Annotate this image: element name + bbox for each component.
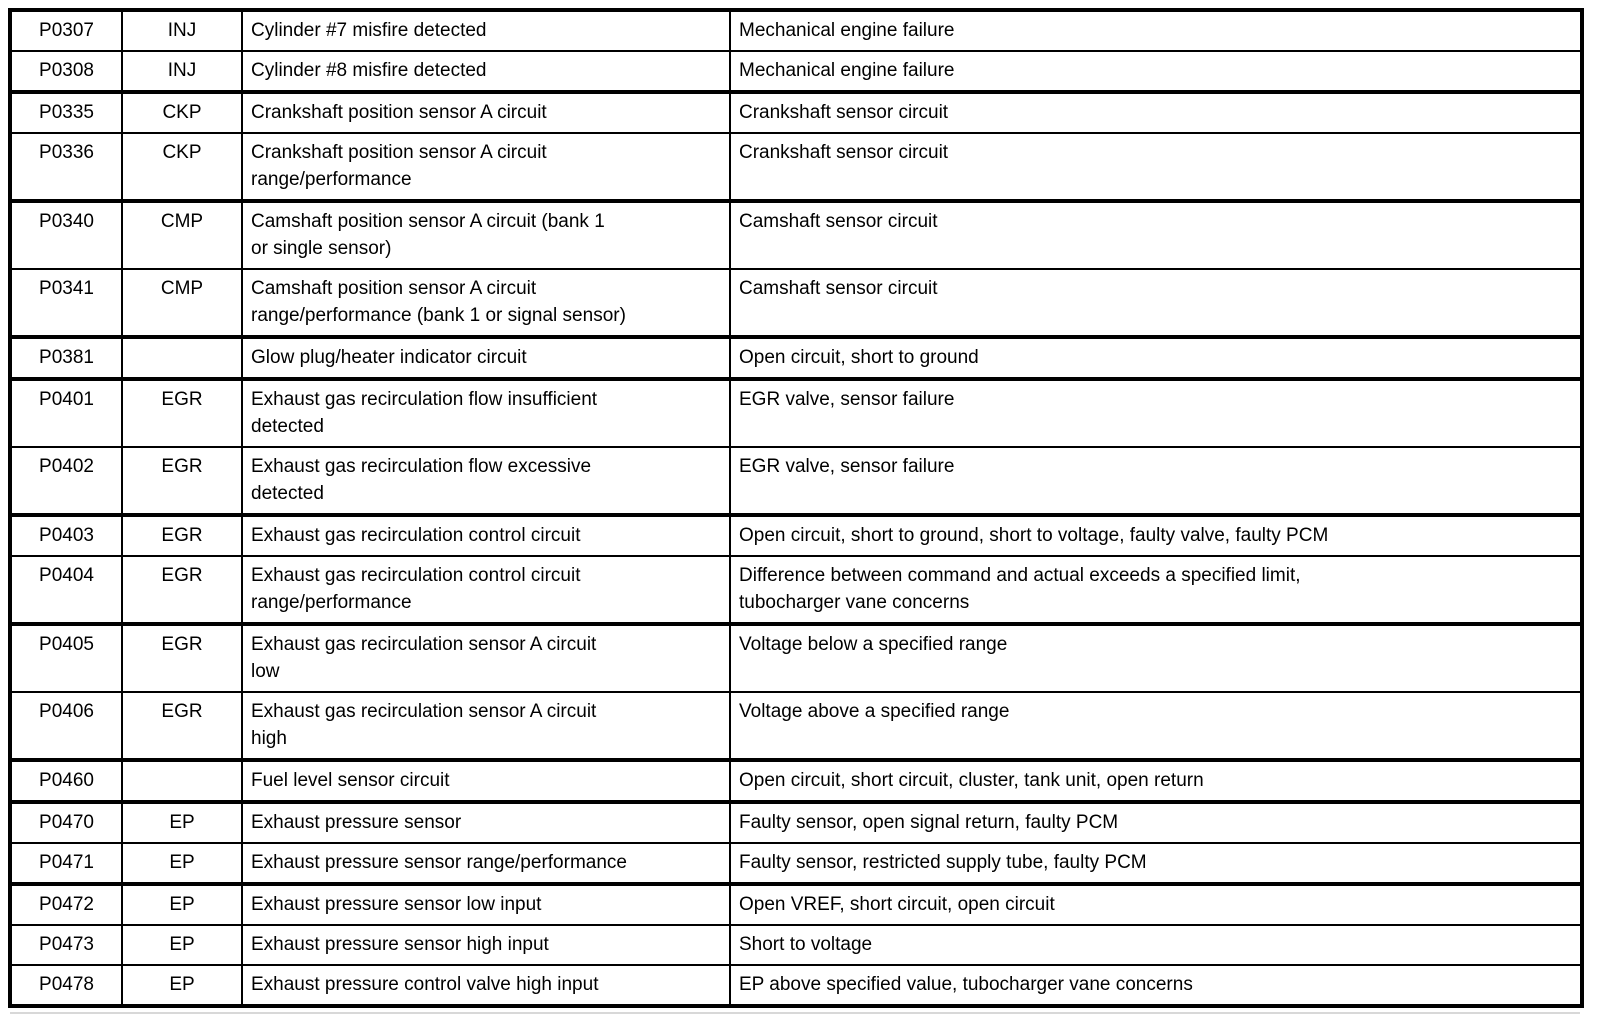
dtc-description-cell: Exhaust gas recirculation flow excessive… [241,446,731,517]
dtc-causes-cell: Faulty sensor, open signal return, fault… [729,801,1583,844]
dtc-abbr-cell: INJ [121,50,243,94]
dtc-description-cell: Camshaft position sensor A circuit (bank… [241,200,731,270]
dtc-code-cell: P0473 [9,924,123,966]
dtc-code-cell: P0471 [9,842,123,886]
dtc-causes-cell: Crankshaft sensor circuit [729,91,1583,134]
dtc-description-cell: Exhaust gas recirculation sensor A circu… [241,623,731,693]
dtc-table: P0307 INJ Cylinder #7 misfire detected M… [8,8,1584,1008]
dtc-causes-cell: EGR valve, sensor failure [729,446,1583,517]
dtc-description-cell: Glow plug/heater indicator circuit [241,336,731,381]
dtc-causes-cell: Camshaft sensor circuit [729,268,1583,339]
dtc-abbr-cell: EP [121,883,243,926]
dtc-code-cell: P0478 [9,964,123,1008]
dtc-causes-cell: Faulty sensor, restricted supply tube, f… [729,842,1583,886]
table-row: P0470 EP Exhaust pressure sensor Faulty … [9,801,1583,844]
dtc-description-cell: Exhaust gas recirculation sensor A circu… [241,691,731,762]
dtc-code-cell: P0402 [9,446,123,517]
dtc-abbr-cell: EGR [121,623,243,693]
dtc-code-cell: P0470 [9,801,123,844]
dtc-description-cell: Cylinder #8 misfire detected [241,50,731,94]
dtc-causes-cell: Voltage above a specified range [729,691,1583,762]
table-row: P0403 EGR Exhaust gas recirculation cont… [9,514,1583,557]
dtc-code-cell: P0460 [9,759,123,804]
dtc-causes-cell: Crankshaft sensor circuit [729,132,1583,203]
table-row: P0341 CMP Camshaft position sensor A cir… [9,268,1583,339]
dtc-causes-cell: Voltage below a specified range [729,623,1583,693]
dtc-abbr-cell: EP [121,924,243,966]
dtc-abbr-cell [121,336,243,381]
dtc-abbr-cell: EGR [121,446,243,517]
dtc-causes-cell: Short to voltage [729,924,1583,966]
dtc-causes-cell: Mechanical engine failure [729,9,1583,52]
table-row: P0471 EP Exhaust pressure sensor range/p… [9,842,1583,886]
table-row: P0478 EP Exhaust pressure control valve … [9,964,1583,1008]
dtc-causes-cell: Open circuit, short circuit, cluster, ta… [729,759,1583,804]
table-row: P0307 INJ Cylinder #7 misfire detected M… [9,9,1583,52]
table-row: P0335 CKP Crankshaft position sensor A c… [9,91,1583,134]
dtc-code-cell: P0308 [9,50,123,94]
dtc-code-cell: P0406 [9,691,123,762]
dtc-abbr-cell: CKP [121,132,243,203]
dtc-causes-cell: EGR valve, sensor failure [729,378,1583,448]
table-row: P0473 EP Exhaust pressure sensor high in… [9,924,1583,966]
dtc-code-cell: P0472 [9,883,123,926]
dtc-description-cell: Cylinder #7 misfire detected [241,9,731,52]
dtc-description-cell: Exhaust pressure sensor high input [241,924,731,966]
dtc-code-cell: P0401 [9,378,123,448]
dtc-code-cell: P0307 [9,9,123,52]
dtc-description-cell: Exhaust pressure sensor low input [241,883,731,926]
dtc-description-cell: Crankshaft position sensor A circuit [241,91,731,134]
dtc-code-cell: P0403 [9,514,123,557]
table-row: P0401 EGR Exhaust gas recirculation flow… [9,378,1583,448]
dtc-abbr-cell: EGR [121,555,243,626]
dtc-abbr-cell: EGR [121,378,243,448]
dtc-causes-cell: Mechanical engine failure [729,50,1583,94]
table-row: P0340 CMP Camshaft position sensor A cir… [9,200,1583,270]
dtc-abbr-cell: CMP [121,268,243,339]
dtc-causes-cell: Difference between command and actual ex… [729,555,1583,626]
dtc-table-body: P0307 INJ Cylinder #7 misfire detected M… [9,9,1583,1008]
table-row: P0406 EGR Exhaust gas recirculation sens… [9,691,1583,762]
dtc-abbr-cell: EP [121,801,243,844]
dtc-causes-cell: Open VREF, short circuit, open circuit [729,883,1583,926]
table-row: P0402 EGR Exhaust gas recirculation flow… [9,446,1583,517]
dtc-causes-cell: Open circuit, short to ground [729,336,1583,381]
table-row: P0405 EGR Exhaust gas recirculation sens… [9,623,1583,693]
dtc-description-cell: Exhaust gas recirculation flow insuffici… [241,378,731,448]
dtc-description-cell: Exhaust pressure control valve high inpu… [241,964,731,1008]
table-row: P0308 INJ Cylinder #8 misfire detected M… [9,50,1583,94]
dtc-causes-cell: Open circuit, short to ground, short to … [729,514,1583,557]
dtc-code-cell: P0405 [9,623,123,693]
dtc-description-cell: Exhaust pressure sensor range/performanc… [241,842,731,886]
table-row: P0460 Fuel level sensor circuit Open cir… [9,759,1583,804]
dtc-abbr-cell: EGR [121,514,243,557]
dtc-description-cell: Exhaust pressure sensor [241,801,731,844]
dtc-description-cell: Crankshaft position sensor A circuit ran… [241,132,731,203]
table-row: P0381 Glow plug/heater indicator circuit… [9,336,1583,381]
dtc-code-cell: P0341 [9,268,123,339]
dtc-description-cell: Camshaft position sensor A circuit range… [241,268,731,339]
scan-artifact-line [10,1012,1580,1014]
dtc-code-cell: P0335 [9,91,123,134]
table-row: P0404 EGR Exhaust gas recirculation cont… [9,555,1583,626]
dtc-abbr-cell: INJ [121,9,243,52]
dtc-description-cell: Exhaust gas recirculation control circui… [241,514,731,557]
dtc-causes-cell: Camshaft sensor circuit [729,200,1583,270]
dtc-code-cell: P0340 [9,200,123,270]
dtc-code-cell: P0404 [9,555,123,626]
dtc-abbr-cell: CMP [121,200,243,270]
dtc-abbr-cell: EGR [121,691,243,762]
dtc-abbr-cell: EP [121,842,243,886]
dtc-code-cell: P0336 [9,132,123,203]
dtc-abbr-cell: EP [121,964,243,1008]
dtc-abbr-cell: CKP [121,91,243,134]
dtc-causes-cell: EP above specified value, tubocharger va… [729,964,1583,1008]
dtc-description-cell: Fuel level sensor circuit [241,759,731,804]
dtc-code-cell: P0381 [9,336,123,381]
dtc-abbr-cell [121,759,243,804]
table-row: P0472 EP Exhaust pressure sensor low inp… [9,883,1583,926]
dtc-description-cell: Exhaust gas recirculation control circui… [241,555,731,626]
table-row: P0336 CKP Crankshaft position sensor A c… [9,132,1583,203]
